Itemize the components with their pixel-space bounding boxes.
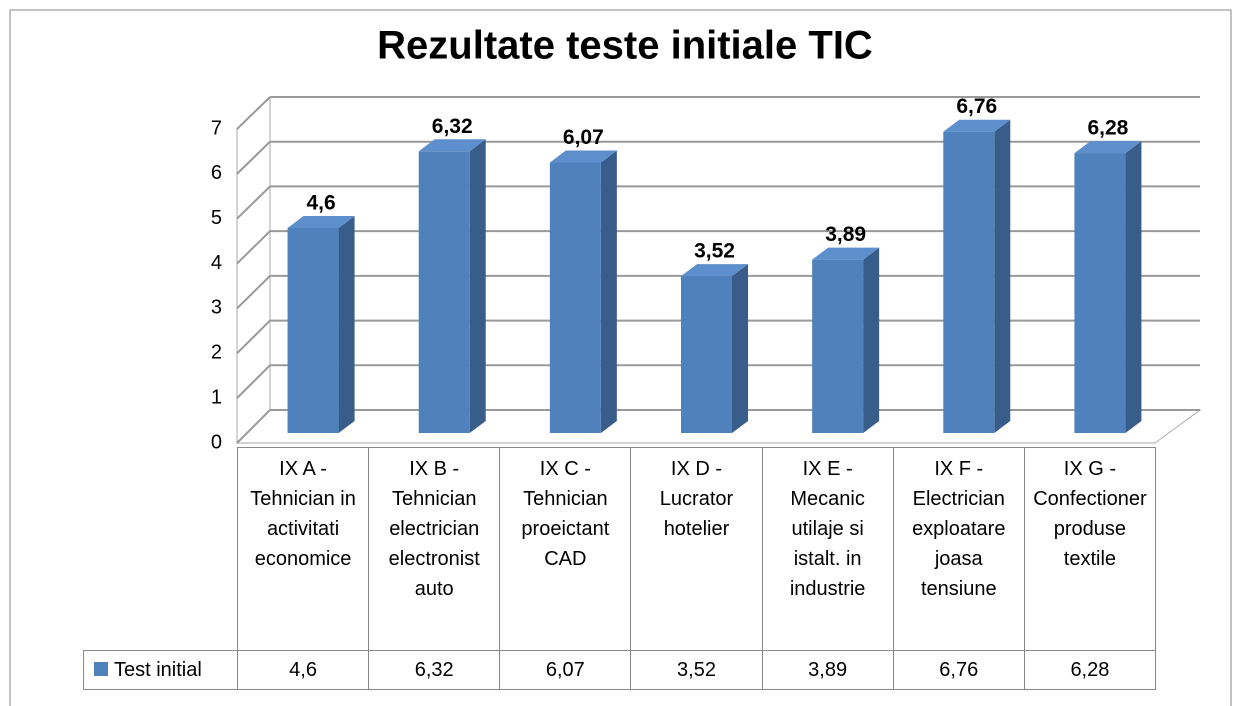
bar-top (943, 119, 1011, 132)
data-label: 6,32 (432, 115, 473, 138)
grid-line-side (236, 319, 271, 354)
bar-side (600, 150, 617, 434)
bar-side (338, 215, 355, 433)
data-label: 4,6 (306, 192, 335, 215)
table-category: IX E - Mecanic utilaje si istalt. in ind… (761, 447, 894, 651)
y-tick-label: 1 (211, 386, 222, 408)
table-value: 6,76 (892, 650, 1025, 690)
bar-top (1074, 141, 1142, 154)
bar-top (812, 247, 880, 260)
bar (549, 162, 601, 434)
legend-label: Test initial (114, 659, 202, 681)
table-value: 6,32 (368, 650, 501, 690)
y-tick-label: 4 (211, 252, 222, 274)
table-value: 4,6 (237, 650, 370, 690)
bar-top (549, 150, 617, 163)
table-category: IX D - Lucrator hotelier (630, 447, 763, 651)
table-value: 3,52 (630, 650, 763, 690)
y-tick-label: 7 (211, 117, 222, 139)
table-value: 6,28 (1023, 650, 1156, 690)
y-tick-label: 6 (211, 162, 222, 184)
data-label: 3,52 (694, 240, 735, 263)
data-label: 6,76 (956, 95, 997, 118)
y-tick-label: 2 (211, 342, 222, 364)
legend-swatch (94, 662, 108, 676)
table-category: IX F - Electrician exploatare joasa tens… (892, 447, 1025, 651)
data-label: 3,89 (825, 223, 866, 246)
y-tick-label: 5 (211, 207, 222, 229)
grid-line-side (236, 230, 271, 265)
data-label: 6,28 (1087, 117, 1128, 140)
table-category: IX C - Tehnician proeictant CAD (499, 447, 632, 651)
y-tick-label: 3 (211, 297, 222, 319)
bar (943, 131, 995, 433)
grid-line-side (236, 96, 271, 130)
bar (418, 151, 470, 433)
table-category: IX B - Tehnician electrician electronist… (368, 447, 501, 651)
bar-side (1125, 141, 1142, 433)
grid-line-side (236, 185, 271, 220)
table-category: IX G - Confectioner produse textile (1023, 447, 1156, 651)
y-tick-label: 0 (211, 431, 222, 453)
table-value: 6,07 (499, 650, 632, 690)
grid-line-side (236, 364, 271, 399)
table-legend: Test initial (83, 650, 238, 690)
bar-top (418, 139, 486, 152)
bar-top (681, 264, 748, 277)
bar-side (732, 264, 748, 433)
bar (812, 259, 864, 433)
bar-side (994, 119, 1011, 433)
table-value: 3,89 (761, 650, 894, 690)
bar-side (469, 139, 486, 433)
bar-top (287, 215, 355, 228)
grid-line-side (236, 140, 271, 175)
bar (287, 227, 339, 433)
grid-line-side (236, 275, 271, 310)
bar-side (863, 247, 880, 433)
data-label: 6,07 (563, 126, 604, 149)
grid-line-side (236, 409, 271, 444)
table-category: IX A - Tehnician in activitati economice (237, 447, 370, 651)
bar (1074, 153, 1126, 433)
chart-title: Rezultate teste initiale TIC (377, 24, 873, 68)
chart-border (9, 9, 1232, 706)
bar (681, 276, 732, 433)
